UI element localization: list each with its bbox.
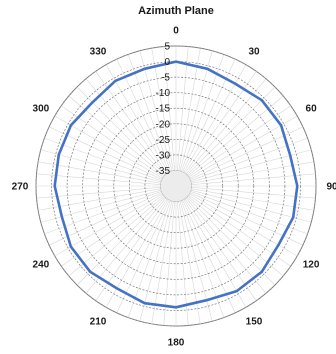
radial-tick-label: -30 [156,150,171,161]
angle-gridline [151,48,174,171]
angle-tick-label: 90 [326,182,336,193]
angle-gridline [189,115,298,179]
angle-tick-label: 240 [33,260,50,271]
radial-tick-label: -15 [156,104,171,115]
radial-gridline [97,107,255,265]
angle-gridline [105,64,169,173]
radial-tick-label: -10 [156,88,171,99]
radial-tick-label: -5 [161,73,170,84]
angle-tick-label: 30 [248,46,260,57]
axis-labels: 50-5-10-15-20-25-30-35030609012015018021… [12,26,336,349]
angle-gridline [163,46,175,171]
radial-gridline [144,154,208,218]
series-line [53,60,299,309]
angle-tick-label: 150 [246,317,263,328]
angle-gridline [186,86,276,176]
angle-tick-label: 60 [306,104,318,115]
angle-tick-label: 270 [12,182,29,193]
angle-tick-label: 120 [303,260,320,271]
radial-gridline [35,45,317,327]
inner-disc [160,170,192,202]
radial-gridline [66,76,286,296]
angle-tick-label: 180 [168,338,185,349]
angle-gridline [190,189,312,223]
angle-tick-label: 210 [90,317,107,328]
radial-gridline [82,92,270,280]
angle-tick-label: 300 [33,104,50,115]
radial-gridline [113,123,239,249]
radial-tick-label: -25 [156,135,171,146]
angle-tick-label: 0 [173,26,179,37]
chart-title: Azimuth Plane [138,5,214,17]
angle-gridline [139,200,173,322]
data-series [53,60,299,309]
radial-tick-label: 5 [164,42,170,53]
radial-tick-label: 0 [164,57,170,68]
angle-gridline [139,50,173,172]
radial-gridline [128,138,224,234]
polar-grid [35,45,317,327]
radial-tick-label: -20 [156,119,171,130]
angle-tick-label: 330 [90,46,107,57]
radial-tick-label: -35 [156,166,171,177]
